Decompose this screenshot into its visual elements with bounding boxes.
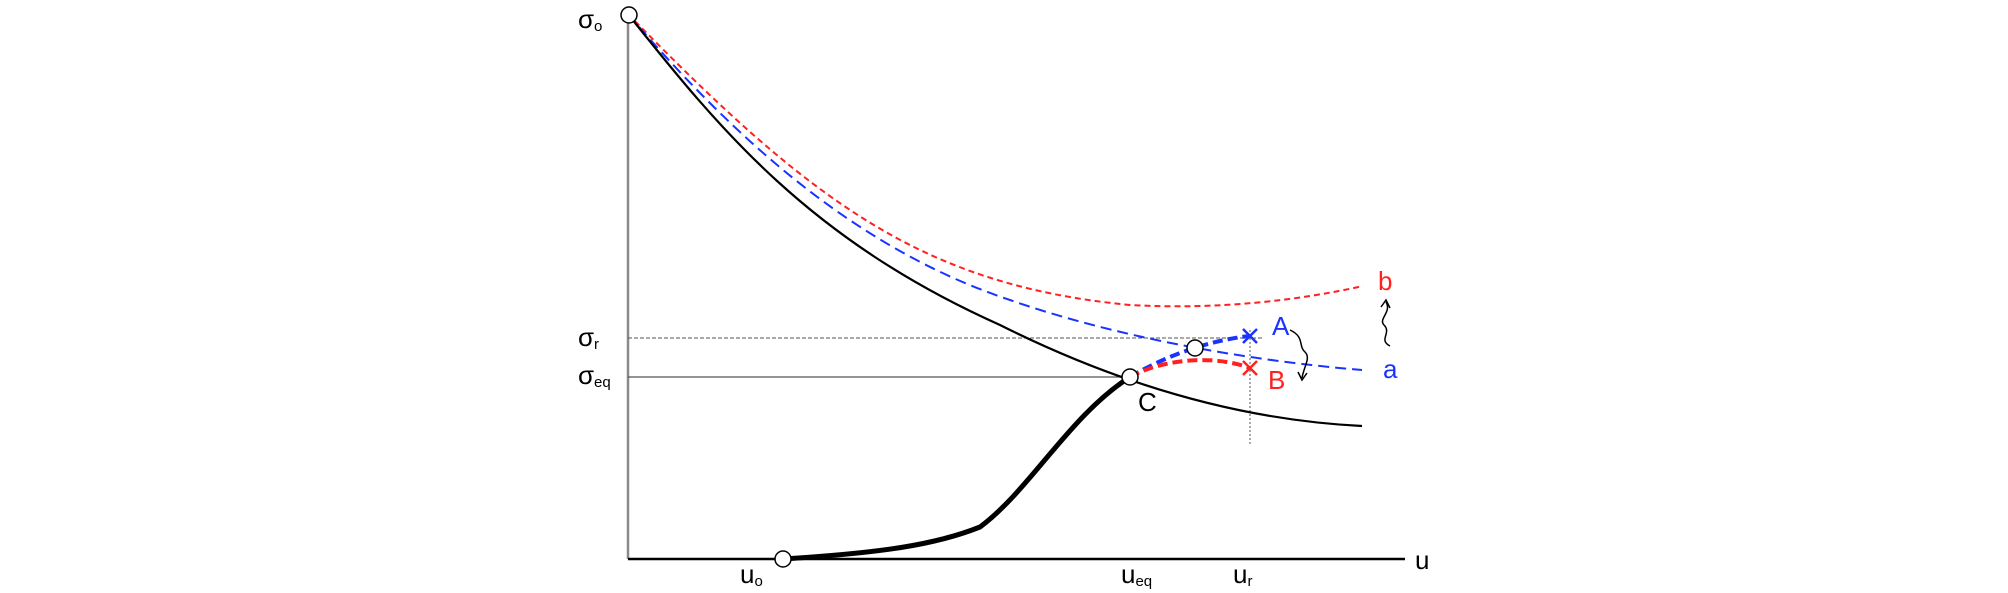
label-u-r: ur: [1233, 559, 1252, 590]
curve-a: [627, 13, 1363, 371]
point-sigma-o: [620, 6, 638, 24]
label-curve-a: a: [1383, 354, 1398, 384]
label-point-C: C: [1138, 387, 1157, 417]
label-point-B: B: [1268, 365, 1285, 395]
wavy-arrow-far-head: [1380, 298, 1391, 309]
branch-to-B: [1129, 358, 1251, 379]
point-u-o: [774, 550, 792, 568]
label-u: u: [1415, 545, 1429, 575]
label-sigma-o: σo: [578, 4, 602, 35]
marker-A: [1242, 328, 1258, 344]
wavy-arrow-right-head: [1297, 371, 1308, 382]
point-r: [1186, 339, 1204, 357]
label-u-eq: ueq: [1121, 559, 1152, 590]
curve-b: [627, 13, 1364, 308]
label-sigma-r: σr: [578, 322, 599, 353]
label-point-A: A: [1272, 311, 1290, 341]
support-curve: [782, 374, 1132, 562]
label-u-o: uo: [740, 559, 763, 590]
marker-B: [1242, 360, 1258, 376]
wavy-arrow-right: [1289, 329, 1309, 379]
point-C: [1121, 368, 1139, 386]
label-curve-b: b: [1378, 266, 1392, 296]
ground-reaction-curve: [627, 13, 1363, 428]
wavy-arrow-far: [1381, 301, 1391, 347]
label-sigma-eq: σeq: [578, 360, 611, 391]
